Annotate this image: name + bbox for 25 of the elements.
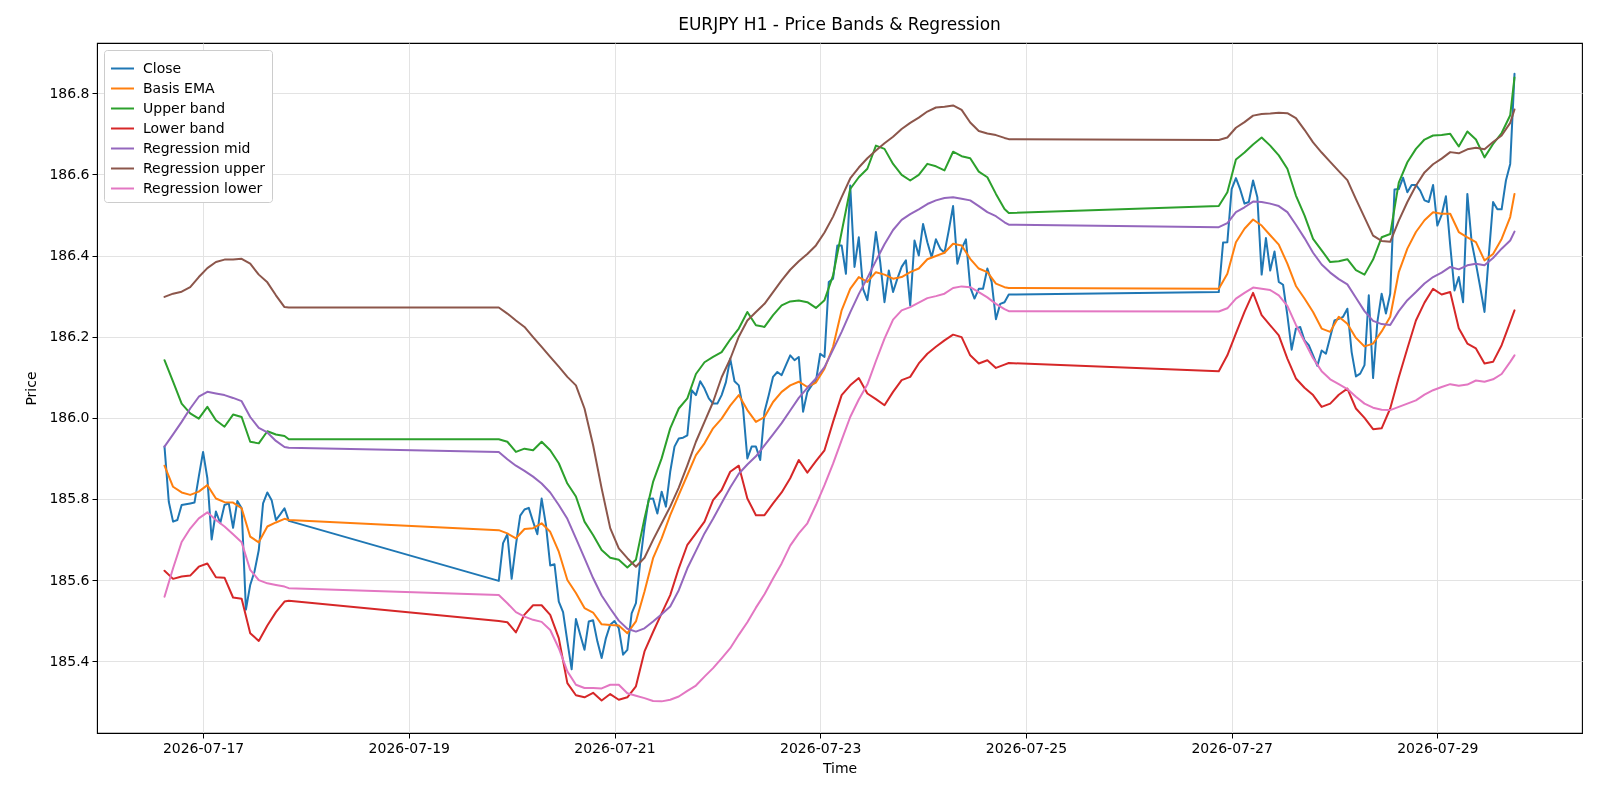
y-tick-label: 185.4: [49, 652, 90, 669]
x-tick-label: 2026-07-21: [574, 739, 656, 756]
chart-title: EURJPY H1 - Price Bands & Regression: [678, 14, 1001, 34]
y-tick-label: 185.8: [49, 490, 90, 507]
y-tick-label: 185.6: [49, 571, 90, 588]
legend-label: Regression mid: [143, 139, 251, 156]
x-tick-label: 2026-07-27: [1191, 739, 1273, 756]
y-tick-label: 186.8: [49, 84, 90, 101]
x-tick-label: 2026-07-23: [780, 739, 862, 756]
x-tick-label: 2026-07-25: [985, 739, 1068, 756]
x-axis-title: Time: [821, 759, 858, 776]
legend-label: Regression lower: [143, 179, 263, 196]
y-tick-label: 186.2: [49, 328, 90, 345]
legend-label: Lower band: [143, 119, 225, 136]
y-tick-label: 186.6: [49, 165, 90, 182]
x-tick-label: 2026-07-29: [1397, 739, 1479, 756]
legend-label: Basis EMA: [143, 79, 216, 96]
legend-label: Close: [143, 59, 182, 76]
y-axis-title: Price: [23, 371, 40, 406]
legend-label: Upper band: [143, 99, 226, 116]
x-tick-label: 2026-07-17: [162, 739, 245, 756]
y-tick-label: 186.0: [49, 409, 90, 426]
legend-label: Regression upper: [143, 159, 266, 176]
y-tick-label: 186.4: [49, 247, 90, 264]
x-tick-label: 2026-07-19: [368, 739, 450, 756]
